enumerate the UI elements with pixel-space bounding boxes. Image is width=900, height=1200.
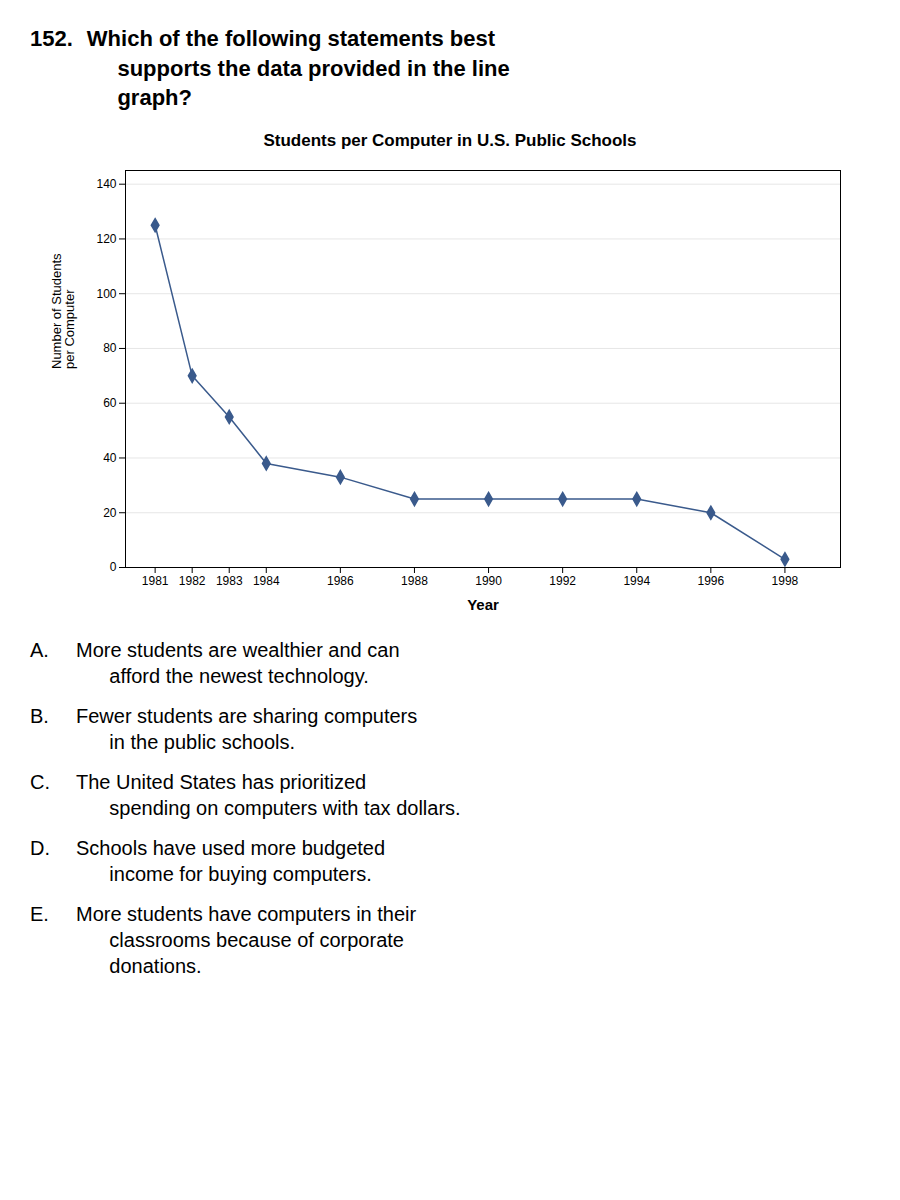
- html-text:B.: B.: [30, 705, 49, 728]
- svg-text:Year: Year: [467, 596, 499, 613]
- svg-text:1981: 1981: [142, 574, 169, 588]
- svg-text:1996: 1996: [697, 574, 724, 588]
- svg-text:1998: 1998: [772, 574, 799, 588]
- svg-text:80: 80: [103, 341, 117, 355]
- svg-text:1986: 1986: [327, 574, 354, 588]
- svg-text:Number of Studentsper Computer: Number of Studentsper Computer: [49, 253, 77, 369]
- svg-text:1983: 1983: [216, 574, 243, 588]
- html-text:152.: 152.: [30, 26, 73, 51]
- svg-text:100: 100: [96, 287, 116, 301]
- svg-text:1994: 1994: [623, 574, 650, 588]
- svg-text:1988: 1988: [401, 574, 428, 588]
- html-text:A.: A.: [30, 639, 49, 662]
- html-text:The United States has prioriti: The United States has prioritized spendi…: [76, 771, 461, 820]
- svg-text:120: 120: [96, 232, 116, 246]
- svg-text:1982: 1982: [179, 574, 206, 588]
- html-text:Schools have used more budgete: Schools have used more budgeted income f…: [76, 837, 386, 886]
- html-text:E.: E.: [30, 903, 49, 926]
- svg-text:0: 0: [110, 560, 117, 574]
- svg-text:1990: 1990: [475, 574, 502, 588]
- svg-text:20: 20: [103, 506, 117, 520]
- html-text:More students are wealthier an: More students are wealthier and can affo…: [76, 639, 400, 688]
- html-text:D.: D.: [30, 837, 50, 860]
- html-text:More students have computers i: More students have computers in their cl…: [76, 903, 417, 978]
- html-text:Which of the following stateme: Which of the following statements best s…: [86, 26, 510, 111]
- svg-text:140: 140: [96, 177, 116, 191]
- html-text:Fewer students are sharing com: Fewer students are sharing computers in …: [76, 705, 418, 754]
- html-text:C.: C.: [30, 771, 50, 794]
- svg-text:60: 60: [103, 396, 117, 410]
- svg-text:40: 40: [103, 451, 117, 465]
- svg-text:1984: 1984: [253, 574, 280, 588]
- html-text:Students per Computer in U.S.: Students per Computer in U.S. Public Sch…: [263, 131, 637, 151]
- svg-text:1992: 1992: [549, 574, 576, 588]
